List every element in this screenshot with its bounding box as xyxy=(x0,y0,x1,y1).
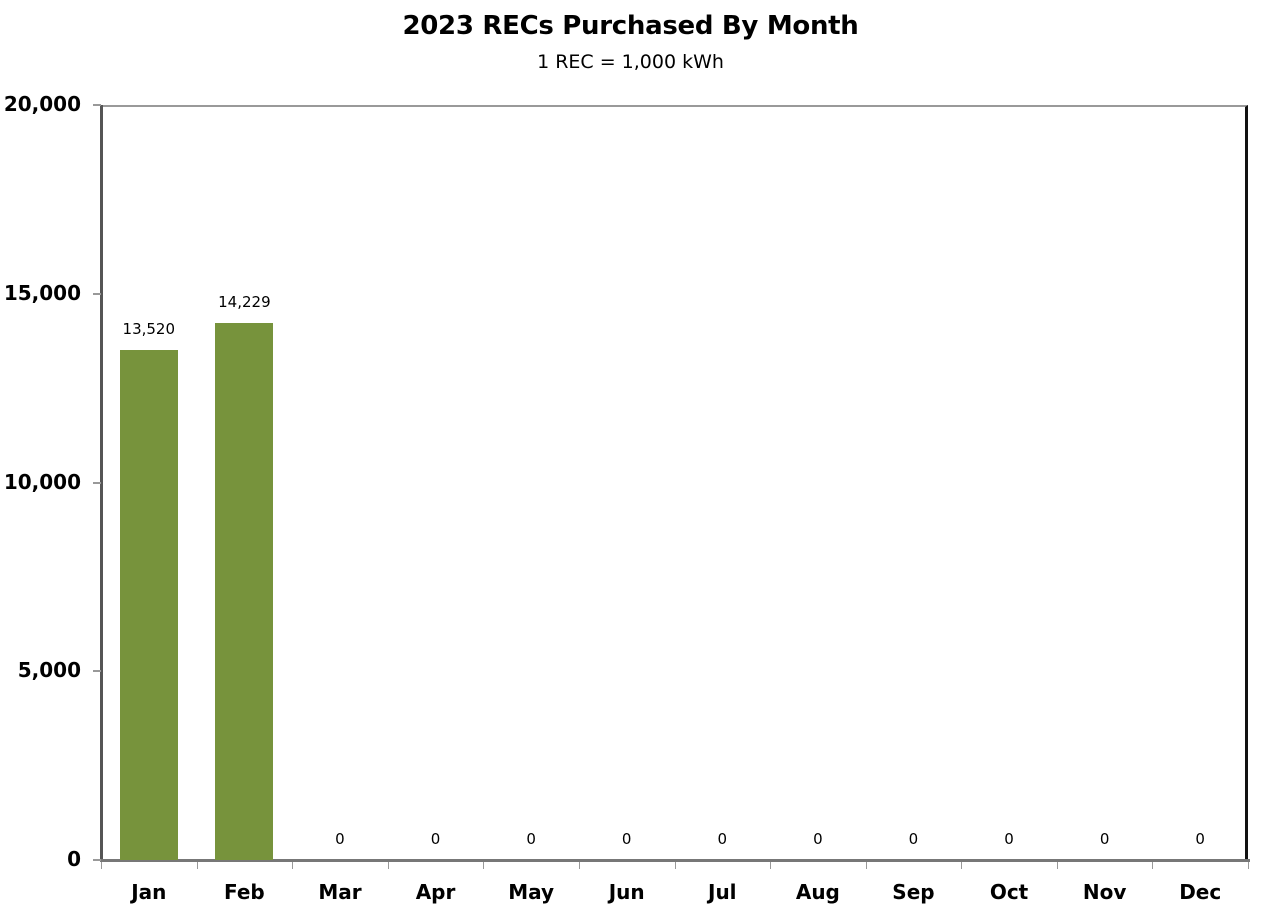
x-tick-label: Apr xyxy=(415,880,456,904)
plot-area xyxy=(101,105,1248,860)
x-tick-mark xyxy=(483,862,485,869)
data-label: 0 xyxy=(908,830,919,848)
data-label: 0 xyxy=(717,830,728,848)
y-tick-label: 20,000 xyxy=(3,92,81,116)
x-tick-label: Feb xyxy=(224,880,265,904)
x-tick-mark xyxy=(101,862,102,869)
data-label: 0 xyxy=(1099,830,1110,848)
x-tick-label: Dec xyxy=(1179,880,1222,904)
y-tick-mark xyxy=(93,670,101,673)
x-tick-mark xyxy=(1056,862,1058,869)
x-tick-label: Oct xyxy=(989,880,1029,904)
y-tick-label: 5,000 xyxy=(17,658,81,683)
x-tick-mark xyxy=(196,862,198,869)
data-label: 0 xyxy=(813,830,823,848)
x-tick-mark xyxy=(865,862,867,869)
x-tick-mark xyxy=(770,862,772,869)
data-label: 14,229 xyxy=(218,292,271,311)
x-tick-label: Jan xyxy=(131,880,167,904)
x-tick-mark xyxy=(1152,862,1154,869)
bar-jan xyxy=(119,349,178,860)
x-tick-mark xyxy=(578,862,580,869)
y-tick-label: 0 xyxy=(67,847,81,871)
data-label: 0 xyxy=(1004,830,1014,848)
y-tick-label: 10,000 xyxy=(3,469,81,494)
x-tick-label: Jul xyxy=(708,880,737,904)
x-tick-mark xyxy=(1248,862,1249,869)
x-tick-label: Mar xyxy=(318,880,362,904)
x-tick-mark xyxy=(292,862,294,869)
data-label: 0 xyxy=(621,830,632,848)
y-tick-mark xyxy=(93,292,101,295)
y-tick-mark xyxy=(93,104,101,106)
x-tick-label: Nov xyxy=(1082,880,1127,904)
x-tick-mark xyxy=(387,862,389,869)
y-axis xyxy=(100,105,103,862)
chart-subtitle: 1 REC = 1,000 kWh xyxy=(537,51,724,73)
x-tick-mark xyxy=(961,862,963,869)
x-axis xyxy=(100,859,1250,862)
data-label: 0 xyxy=(526,830,536,848)
y-tick-mark xyxy=(93,859,101,861)
x-tick-label: May xyxy=(508,880,555,904)
x-tick-label: Aug xyxy=(795,880,840,904)
data-label: 0 xyxy=(1195,830,1205,848)
chart-title: 2023 RECs Purchased By Month xyxy=(402,11,859,41)
x-tick-mark xyxy=(674,862,676,869)
data-label: 0 xyxy=(335,830,345,848)
data-label: 0 xyxy=(430,830,441,848)
x-tick-label: Jun xyxy=(608,880,645,904)
y-tick-mark xyxy=(93,481,101,484)
y-tick-label: 15,000 xyxy=(3,280,81,305)
data-label: 13,520 xyxy=(122,319,176,338)
x-tick-label: Sep xyxy=(892,880,935,904)
bar-feb xyxy=(215,322,274,860)
